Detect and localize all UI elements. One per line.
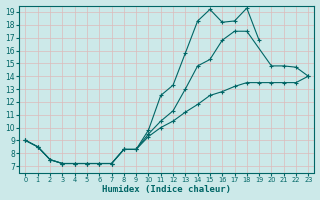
X-axis label: Humidex (Indice chaleur): Humidex (Indice chaleur) xyxy=(102,185,231,194)
